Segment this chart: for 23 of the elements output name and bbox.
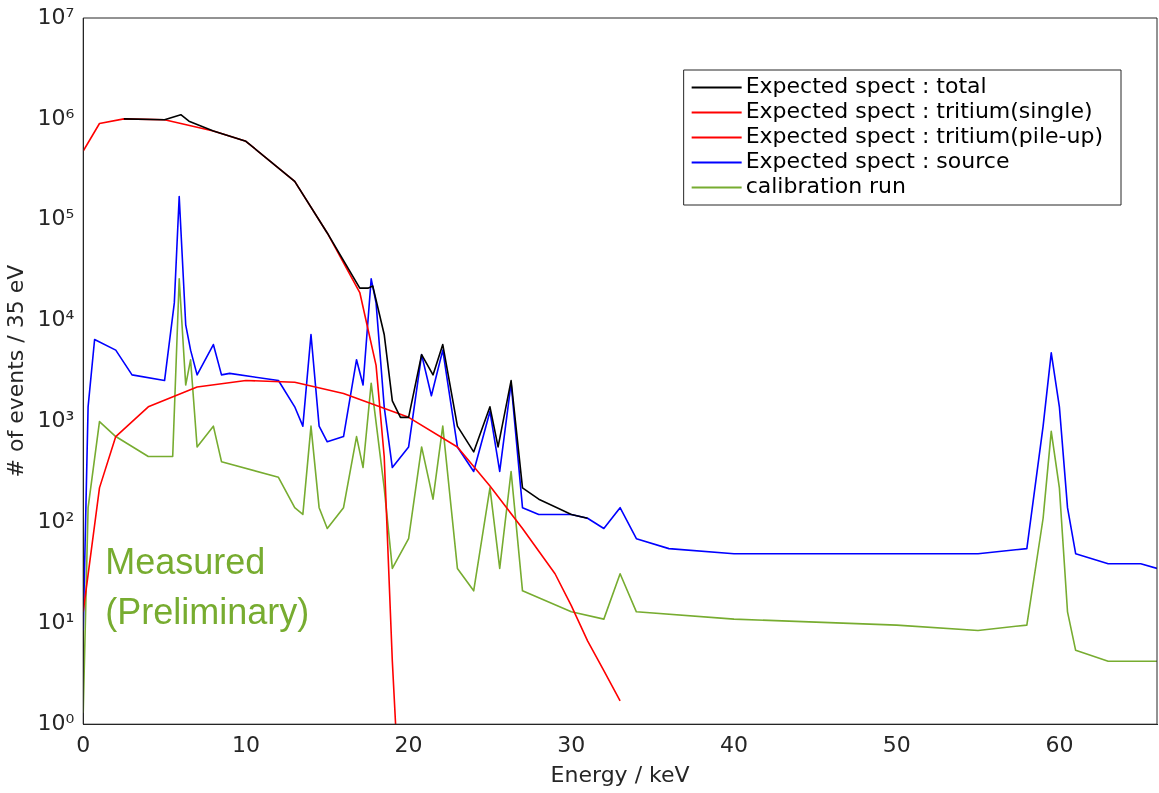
annotation: Measured (Preliminary) — [105, 541, 310, 633]
y-tick-label: 10¹ — [37, 609, 75, 635]
x-tick-label: 0 — [76, 732, 91, 758]
x-tick-label: 40 — [719, 732, 748, 758]
y-tick-label: 10⁰ — [37, 709, 75, 735]
legend-label: Expected spect : source — [745, 148, 1010, 174]
x-axis-title: Energy / keV — [550, 761, 690, 787]
legend-label: Expected spect : tritium(single) — [745, 98, 1093, 124]
legend-label: Expected spect : total — [745, 73, 987, 99]
y-tick-label: 10⁶ — [37, 104, 75, 130]
x-tick-label: 20 — [394, 732, 423, 758]
x-tick-label: 10 — [231, 732, 260, 758]
y-tick-label: 10⁷ — [37, 3, 75, 29]
y-tick-label: 10² — [37, 508, 75, 534]
legend-label: Expected spect : tritium(pile-up) — [745, 123, 1104, 149]
x-tick-label: 30 — [557, 732, 586, 758]
y-tick-label: 10⁵ — [37, 205, 75, 231]
y-tick-label: 10⁴ — [37, 306, 75, 332]
x-tick-label: 50 — [882, 732, 911, 758]
legend-label: calibration run — [745, 173, 907, 199]
x-tick-label: 60 — [1045, 732, 1074, 758]
y-axis-title: # of events / 35 eV — [2, 264, 28, 478]
y-tick-label: 10³ — [37, 407, 75, 433]
